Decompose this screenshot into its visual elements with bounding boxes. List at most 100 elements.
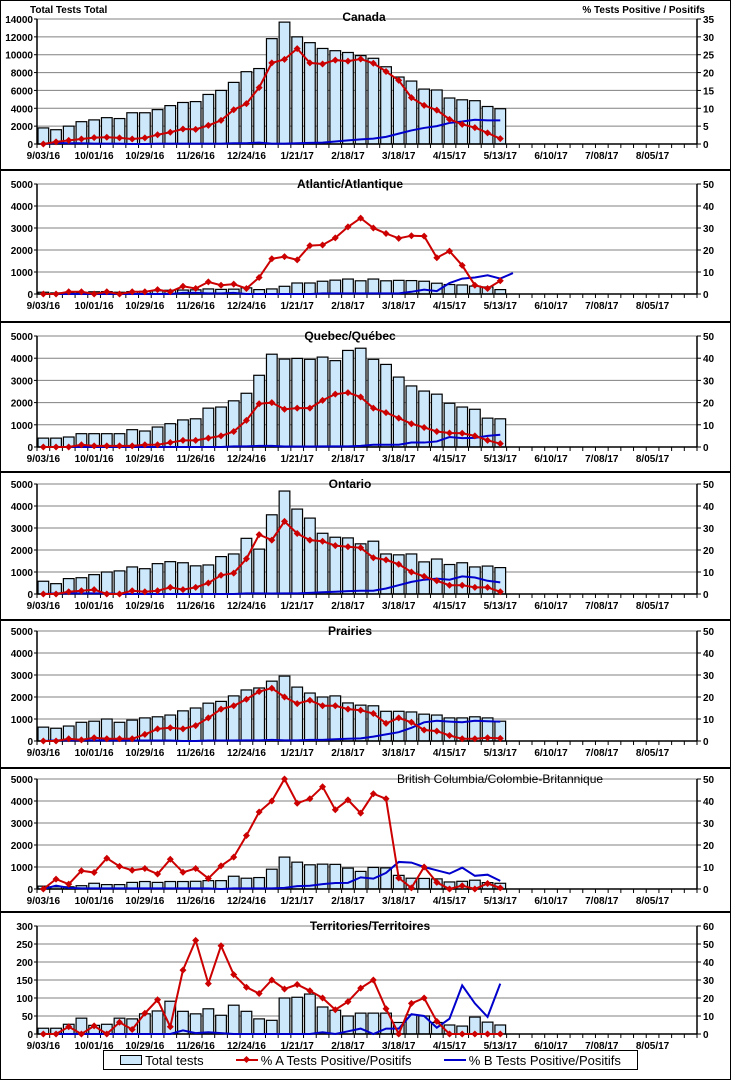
marker-pct-a (154, 725, 162, 733)
bar-total-tests (240, 71, 253, 145)
marker-pct-a (242, 695, 250, 703)
y-right-tick-label: 50 (703, 940, 715, 951)
panel-4: 0 1000 2000 3000 4000 5000 0 10 20 30 40 50 Prairies… (0, 620, 731, 768)
marker-pct-a (192, 583, 200, 591)
marker-pct-a (420, 863, 428, 871)
panel-0: 0 2000 4000 6000 8000 10000 12000 14000 0 5 10 15 20… (0, 0, 731, 170)
marker-pct-a (306, 59, 314, 67)
marker-pct-a (471, 1030, 479, 1038)
y-left-tick-label: 3000 (11, 224, 34, 235)
y-left-tick-label: 1000 (11, 568, 34, 579)
marker-pct-a (242, 285, 250, 292)
y-left-tick-label: 0 (27, 290, 33, 301)
marker-pct-a (217, 705, 225, 713)
marker-pct-a (128, 442, 136, 450)
x-tick-label: 4/15/17 (433, 896, 467, 907)
marker-pct-a (496, 734, 504, 742)
marker-pct-a (458, 120, 466, 128)
marker-pct-a (357, 809, 365, 817)
x-tick-label: 4/15/17 (433, 1041, 467, 1052)
marker-pct-a (141, 134, 149, 142)
bar-total-tests (418, 88, 431, 145)
bar-total-tests (278, 675, 291, 742)
y-left-tick-label: 2000 (11, 122, 34, 133)
bar-total-tests (380, 66, 392, 145)
bar-total-tests (291, 861, 304, 890)
x-tick-label: 1/21/17 (281, 601, 315, 612)
marker-pct-a (357, 55, 365, 63)
marker-pct-a (369, 554, 377, 562)
bar-total-tests (316, 280, 329, 295)
x-tick-label: 8/05/17 (636, 454, 670, 465)
marker-pct-a (255, 688, 263, 695)
marker-pct-a (65, 880, 73, 888)
marker-pct-a (484, 129, 492, 137)
y-left-tick-label: 1000 (11, 421, 34, 432)
y-left-tick-label: 4000 (11, 649, 34, 660)
marker-pct-a (319, 241, 327, 249)
bar-total-tests (367, 540, 380, 595)
bar-total-tests (291, 996, 304, 1035)
marker-pct-a (141, 865, 149, 873)
x-tick-label: 5/13/17 (484, 601, 518, 612)
marker-pct-a (420, 101, 428, 109)
bar-total-tests (278, 285, 291, 295)
marker-pct-a (446, 429, 453, 437)
bar-total-tests (151, 1010, 164, 1035)
marker-pct-a (116, 134, 123, 142)
x-tick-label: 2/18/17 (331, 601, 365, 612)
marker-pct-a (230, 971, 238, 979)
bar-total-tests (367, 278, 380, 295)
bar-total-tests (367, 358, 380, 448)
right-axis-title: % Tests Positive / Positifs (582, 5, 705, 16)
y-left-tick-label: 8000 (11, 69, 34, 80)
bar-total-tests (202, 1008, 215, 1035)
y-right-tick-label: 0 (703, 1030, 709, 1041)
y-left-tick-label: 4000 (11, 202, 34, 213)
marker-pct-a (154, 996, 162, 1004)
x-tick-label: 9/03/16 (27, 151, 61, 162)
marker-pct-a (116, 1018, 123, 1026)
x-tick-label: 12/24/16 (227, 896, 266, 907)
marker-pct-a (420, 994, 428, 1002)
marker-pct-a (369, 976, 377, 984)
bar-total-tests (215, 406, 227, 448)
bar-total-tests (253, 876, 266, 890)
y-left-tick-label: 10000 (5, 51, 33, 62)
marker-pct-a (217, 862, 225, 870)
marker-pct-a (77, 441, 85, 449)
panel-frame (0, 620, 731, 768)
bar-total-tests (265, 514, 278, 595)
y-right-tick-label: 0 (703, 140, 709, 151)
marker-pct-a (281, 985, 288, 993)
marker-pct-a (192, 436, 200, 444)
marker-pct-a (204, 434, 212, 442)
marker-pct-a (90, 290, 98, 298)
marker-pct-a (39, 590, 47, 598)
bar-total-tests (329, 863, 342, 890)
x-tick-label: 12/24/16 (227, 151, 266, 162)
y-left-tick-label: 250 (16, 940, 33, 951)
marker-pct-a (281, 775, 288, 783)
bar-total-tests (468, 100, 481, 145)
marker-pct-a (116, 442, 123, 450)
y-left-tick-label: 200 (16, 958, 33, 969)
legend-item-b: % B Tests Positive/Positifs (443, 1053, 621, 1068)
marker-pct-a (357, 984, 365, 992)
bar-total-tests (329, 1009, 342, 1035)
marker-pct-a (458, 429, 466, 437)
bar-total-tests (202, 93, 215, 145)
x-tick-label: 7/08/17 (585, 601, 619, 612)
marker-pct-a (77, 135, 85, 143)
marker-pct-a (268, 797, 276, 805)
panel-title: Territories/Territoires (310, 919, 431, 933)
marker-pct-a (217, 432, 225, 440)
x-tick-label: 1/21/17 (281, 301, 315, 312)
y-right-tick-label: 0 (703, 443, 709, 454)
y-right-tick-label: 0 (703, 590, 709, 601)
marker-pct-a (357, 544, 365, 552)
left-axis-title: Total Tests Total (30, 5, 107, 16)
marker-pct-a (39, 1030, 47, 1038)
marker-pct-a (141, 730, 149, 738)
panel-frame (0, 322, 731, 472)
